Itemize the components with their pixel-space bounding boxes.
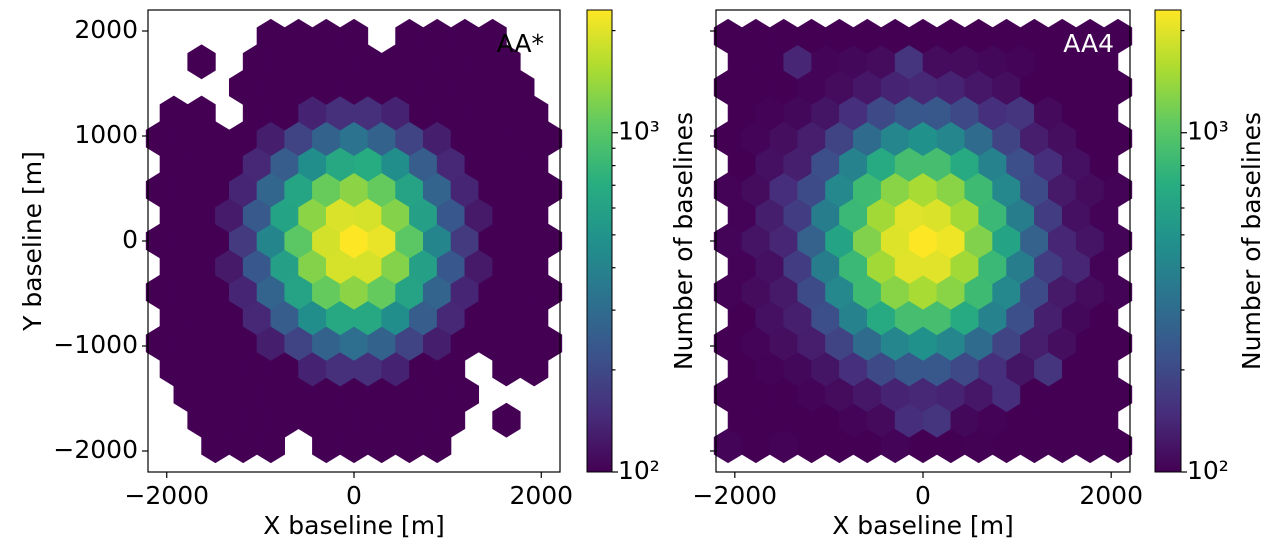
- colorbar-tick-label: 10³: [618, 117, 660, 146]
- hexbin-cell: [492, 402, 521, 438]
- x-axis-label: X baseline [m]: [832, 511, 1014, 540]
- x-tick-label: −2000: [124, 481, 209, 510]
- colorbar-tick-label: 10³: [1187, 117, 1229, 146]
- colorbar-tick-label: 10²: [1187, 456, 1229, 485]
- annotation: AA*: [497, 29, 544, 58]
- hexbin-cell: [339, 18, 369, 54]
- y-tick-label: −2000: [53, 435, 138, 464]
- hexbin-cell: [187, 44, 216, 80]
- hexbin-cell: [1103, 18, 1133, 54]
- colorbar-tick-label: 10²: [618, 456, 660, 485]
- y-tick-label: −1000: [53, 330, 138, 359]
- colorbar: [586, 9, 613, 473]
- colorbar-label: Number of baselines: [1237, 112, 1266, 370]
- x-tick-label: −2000: [693, 481, 778, 510]
- x-tick-label: 2000: [509, 481, 573, 510]
- hexbin-cell: [187, 95, 216, 131]
- x-axis-label: X baseline [m]: [263, 511, 445, 540]
- colorbar-label: Number of baselines: [669, 112, 698, 370]
- y-tick-label: 0: [122, 225, 138, 254]
- y-axis-label: Y baseline [m]: [18, 151, 47, 332]
- y-tick-label: 2000: [74, 15, 138, 44]
- annotation: AA4: [1063, 29, 1114, 58]
- colorbar: [1154, 9, 1182, 473]
- x-tick-label: 2000: [1079, 481, 1143, 510]
- x-tick-label: 0: [915, 481, 931, 510]
- x-tick-label: 0: [346, 481, 362, 510]
- hexbin-cell: [478, 18, 507, 54]
- y-tick-label: 1000: [74, 120, 138, 149]
